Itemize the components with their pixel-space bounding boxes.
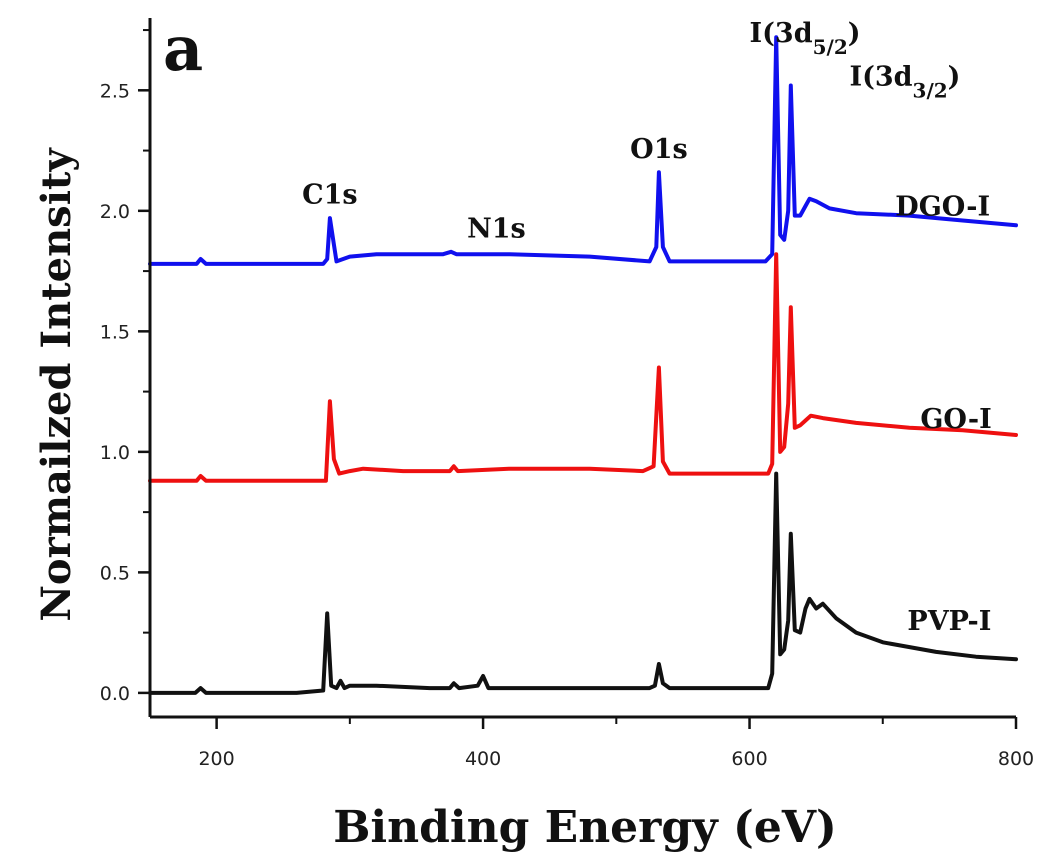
series-label-go-i: GO-I bbox=[920, 404, 991, 435]
x-tick-label-600: 600 bbox=[731, 748, 767, 770]
series-label-dgo-i: DGO-I bbox=[895, 192, 990, 223]
series-line-pvp-i bbox=[148, 471, 1018, 695]
annotation-c1s: C1s bbox=[302, 180, 357, 211]
y-tick-label-3: 1.5 bbox=[100, 321, 130, 343]
series-line-dgo-i bbox=[148, 35, 1018, 266]
y-axis-title: Normailzed Intensity bbox=[33, 147, 80, 622]
peak-annotations: C1s N1s O1s I(3d5/2)I(3d3/2) bbox=[302, 18, 960, 244]
y-tick-label-4: 2.0 bbox=[100, 201, 130, 223]
x-axis-title: Binding Energy (eV) bbox=[333, 802, 837, 853]
series-lines bbox=[148, 35, 1018, 695]
x-tick-label-200: 200 bbox=[198, 748, 234, 770]
x-tick-label-400: 400 bbox=[465, 748, 501, 770]
panel-letter: a bbox=[163, 12, 203, 85]
y-tick-label-0: 0.0 bbox=[100, 683, 130, 705]
annotation-i-3d52: I(3d5/2) bbox=[750, 18, 861, 59]
annotation-i-3d32: I(3d3/2) bbox=[849, 61, 960, 102]
annotation-o1s: O1s bbox=[630, 134, 688, 165]
series-label-pvp-i: PVP-I bbox=[907, 606, 991, 637]
y-tick-label-5: 2.5 bbox=[100, 80, 130, 102]
x-tick-label-800: 800 bbox=[998, 748, 1034, 770]
series-labels: DGO-I GO-I PVP-I bbox=[895, 192, 991, 638]
axes bbox=[148, 18, 1016, 719]
annotation-n1s: N1s bbox=[467, 213, 526, 244]
tick-marks: 200 400 600 800 0.0 0.5 1.0 1.5 2.0 2.5 bbox=[100, 29, 1034, 770]
y-tick-label-1: 0.5 bbox=[100, 562, 130, 584]
series-line-go-i bbox=[148, 252, 1018, 483]
y-tick-label-2: 1.0 bbox=[100, 442, 130, 464]
